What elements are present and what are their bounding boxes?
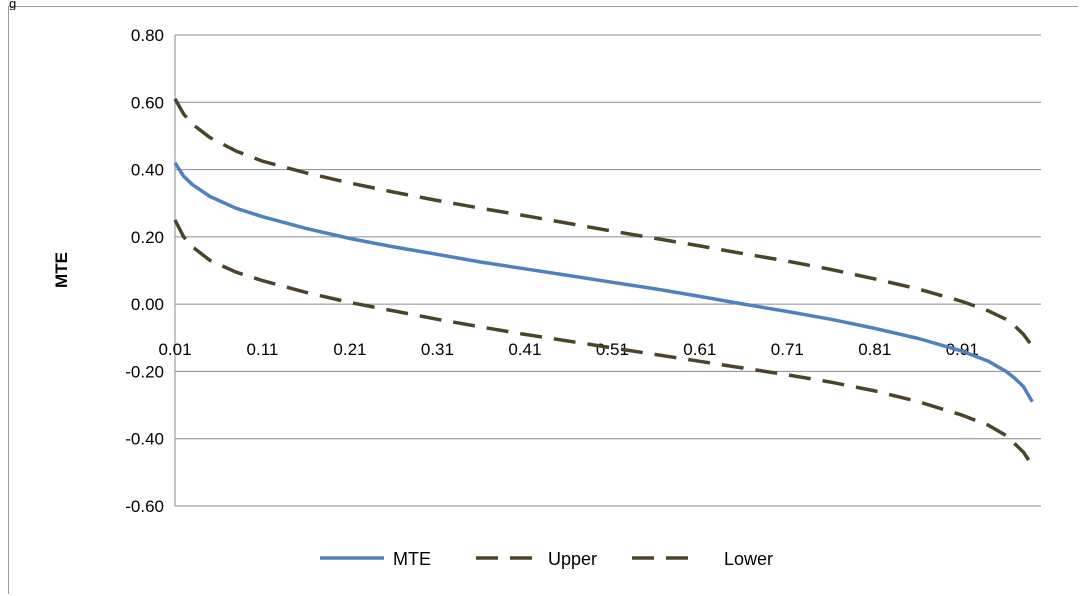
x-tick-label: 0.81: [858, 340, 891, 359]
y-tick-label: 0.60: [131, 93, 164, 112]
y-tick-label: -0.40: [125, 430, 164, 449]
series-line-mte: [173, 161, 1034, 403]
y-axis-tick-labels: 0.80 0.60 0.40 0.20 0.00 -0.20 -0.40 -0.60: [125, 26, 164, 516]
x-tick-label: 0.71: [771, 340, 804, 359]
x-tick-label: 0.41: [508, 340, 541, 359]
legend-label-upper: Upper: [548, 549, 597, 569]
x-tick-label: 0.61: [683, 340, 716, 359]
y-tick-label: 0.20: [131, 228, 164, 247]
y-tick-label: 0.00: [131, 295, 164, 314]
x-axis-tick-labels: 0.01 0.11 0.21 0.31 0.41 0.51 0.61 0.71 0.81 0.91: [158, 340, 978, 359]
gridlines: [174, 34, 1041, 507]
x-tick-label: 0.31: [421, 340, 454, 359]
legend: MTE Upper Lower: [320, 549, 773, 569]
y-tick-label: 0.80: [131, 26, 164, 45]
x-tick-label: 0.11: [247, 340, 279, 359]
x-tick-label: 0.21: [333, 340, 366, 359]
x-tick-label: 0.01: [158, 340, 191, 359]
y-axis-label: MTE: [52, 252, 71, 288]
legend-label-mte: MTE: [393, 549, 431, 569]
chart-area-frame: g: [8, 0, 1078, 594]
y-tick-label: -0.60: [125, 497, 164, 516]
series-line-upper: [173, 98, 1034, 348]
y-tick-label: 0.40: [131, 161, 164, 180]
series-lines: [173, 98, 1034, 467]
legend-label-lower: Lower: [724, 549, 773, 569]
y-tick-label: -0.20: [125, 362, 164, 381]
corner-glyph: g: [9, 0, 17, 10]
